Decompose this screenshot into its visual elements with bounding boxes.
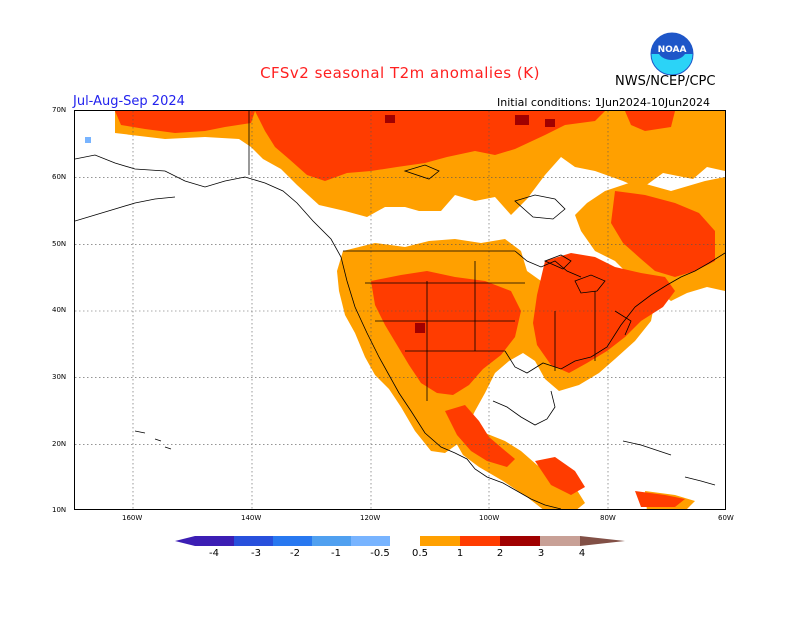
- legend-label: -2: [290, 548, 300, 559]
- lat-label-50n: 50N: [52, 240, 67, 248]
- initial-conditions-label: Initial conditions: 1Jun2024-10Jun2024: [497, 96, 711, 109]
- legend-swatch: [195, 536, 234, 546]
- coastlines: [75, 111, 725, 509]
- legend-label: -0.5: [370, 548, 390, 559]
- legend-label: 3: [537, 548, 545, 559]
- lon-label-160w: 160W: [122, 514, 143, 522]
- anomaly-region-dark: [385, 115, 555, 333]
- legend-swatch: [390, 536, 420, 546]
- lon-label-60w: 60W: [718, 514, 734, 522]
- legend-label: -3: [251, 548, 261, 559]
- legend-swatch: [351, 536, 390, 546]
- legend-arrow-right: [580, 536, 625, 546]
- chart-title: CFSv2 seasonal T2m anomalies (K): [260, 64, 540, 82]
- lat-label-20n: 20N: [52, 440, 67, 448]
- legend-swatch: [312, 536, 351, 546]
- anomaly-region-cool: [85, 137, 91, 143]
- logo-text: NOAA: [658, 45, 687, 55]
- legend-swatch: [234, 536, 273, 546]
- color-legend: [175, 536, 625, 546]
- legend-label: 2: [496, 548, 504, 559]
- lat-label-30n: 30N: [52, 373, 67, 381]
- legend-swatch: [420, 536, 460, 546]
- agency-label: NWS/NCEP/CPC: [615, 74, 716, 89]
- legend-label: -4: [209, 548, 219, 559]
- lon-label-80w: 80W: [600, 514, 616, 522]
- anomaly-map: [74, 110, 726, 510]
- legend-swatch: [460, 536, 500, 546]
- lon-label-140w: 140W: [241, 514, 262, 522]
- legend-label: 1: [456, 548, 464, 559]
- lat-label-40n: 40N: [52, 306, 67, 314]
- anomaly-region-medium: [115, 111, 715, 507]
- legend-swatch: [500, 536, 540, 546]
- legend-arrow-left: [175, 536, 195, 546]
- graticule: [75, 111, 725, 509]
- lon-label-100w: 100W: [479, 514, 500, 522]
- legend-label: -1: [331, 548, 341, 559]
- legend-label: 0.5: [412, 548, 428, 559]
- legend-label: 4: [578, 548, 586, 559]
- legend-swatch: [540, 536, 580, 546]
- noaa-logo-icon: NOAA: [650, 32, 694, 76]
- lon-label-120w: 120W: [360, 514, 381, 522]
- lat-label-70n: 70N: [52, 106, 67, 114]
- season-label: Jul-Aug-Sep 2024: [73, 94, 185, 109]
- lat-label-10n: 10N: [52, 506, 67, 514]
- map-canvas: [75, 111, 725, 509]
- legend-swatch: [273, 536, 312, 546]
- lat-label-60n: 60N: [52, 173, 67, 181]
